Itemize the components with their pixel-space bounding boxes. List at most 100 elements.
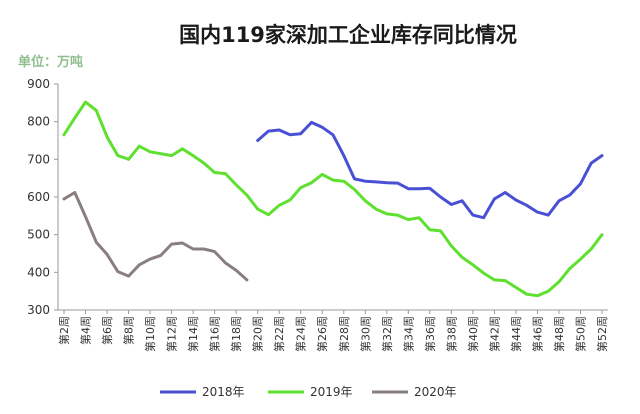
data-point — [331, 178, 335, 182]
unit-label: 单位：万吨 — [18, 54, 83, 70]
data-point — [525, 204, 528, 207]
data-point — [600, 233, 604, 236]
data-point — [385, 212, 388, 216]
data-point — [310, 121, 313, 124]
data-point — [460, 256, 464, 259]
data-point — [84, 215, 87, 218]
x-tick-label: 第40周 — [466, 316, 480, 352]
data-point — [159, 152, 162, 155]
x-tick-label: 第26周 — [315, 316, 329, 352]
data-point — [278, 204, 281, 207]
data-point — [288, 198, 292, 202]
x-tick-label: 第28周 — [337, 316, 351, 352]
y-tick-label: 800 — [27, 115, 50, 129]
data-point — [600, 154, 604, 157]
x-tick-label: 第24周 — [294, 316, 308, 352]
data-point — [590, 247, 593, 251]
data-point — [191, 247, 195, 251]
legend-label-2018年: 2018年 — [202, 385, 245, 399]
data-point — [95, 109, 98, 112]
data-point — [364, 199, 367, 202]
data-point — [245, 278, 249, 282]
data-point — [396, 181, 399, 185]
data-point — [342, 180, 345, 183]
data-point — [170, 242, 173, 246]
data-point — [191, 154, 195, 157]
data-point — [278, 128, 281, 132]
x-tick-label: 第48周 — [552, 316, 566, 352]
data-point — [579, 182, 582, 185]
legend-label-2020年: 2020年 — [414, 385, 457, 399]
x-tick-label: 第16周 — [208, 316, 222, 352]
data-point — [557, 199, 561, 202]
x-tick-label: 第30周 — [358, 316, 372, 352]
data-point — [310, 181, 313, 184]
data-point — [525, 293, 528, 296]
chart-title: 国内119家深加工企业库存同比情况 — [179, 23, 517, 47]
data-point — [364, 180, 367, 183]
data-point — [138, 145, 141, 148]
data-point — [514, 198, 518, 202]
data-point — [62, 133, 66, 136]
x-tick-label: 第50周 — [573, 316, 587, 352]
y-tick-label: 500 — [27, 228, 50, 242]
data-point — [374, 207, 378, 211]
x-axis-ticks: 第2周 第4周 第6周 第8周 第10周 第12周 第14周 第16周 第18周 第20周 第22周… — [57, 310, 609, 352]
data-point — [536, 210, 539, 214]
data-point — [482, 271, 485, 275]
data-point — [417, 216, 421, 219]
data-point — [127, 158, 130, 161]
data-point — [568, 267, 571, 270]
data-point — [267, 213, 270, 216]
data-point — [547, 290, 550, 293]
data-point — [62, 197, 66, 201]
data-point — [331, 133, 335, 136]
data-point — [256, 139, 259, 142]
legend-label-2019年: 2019年 — [310, 385, 353, 399]
axes — [57, 84, 608, 311]
legend: 2018年 2019年 2020年 — [160, 385, 457, 399]
data-point — [321, 126, 324, 129]
data-point — [321, 173, 324, 176]
data-point — [590, 161, 593, 165]
x-tick-label: 第20周 — [251, 316, 265, 352]
data-point — [224, 261, 227, 265]
data-point — [202, 161, 206, 165]
data-point — [450, 244, 453, 248]
data-point — [148, 257, 152, 261]
data-point — [471, 263, 475, 266]
data-point — [170, 154, 173, 157]
data-point — [105, 135, 109, 138]
x-tick-label: 第32周 — [380, 316, 394, 352]
data-point — [159, 254, 162, 257]
x-tick-label: 第12周 — [165, 316, 179, 352]
data-point — [245, 193, 249, 197]
data-point — [439, 195, 442, 199]
data-point — [105, 253, 109, 256]
data-point — [493, 197, 496, 201]
data-point — [73, 191, 77, 194]
data-point — [536, 294, 539, 297]
x-tick-label: 第22周 — [272, 316, 286, 352]
data-point — [73, 116, 77, 120]
data-point — [557, 280, 561, 283]
data-point — [482, 216, 485, 219]
x-tick-label: 第42周 — [487, 316, 501, 352]
data-point — [84, 100, 87, 104]
data-point — [417, 187, 421, 190]
data-point — [428, 187, 431, 190]
x-tick-label: 第36周 — [423, 316, 437, 352]
data-point — [256, 207, 259, 211]
data-point — [450, 203, 453, 206]
y-tick-label: 300 — [27, 303, 50, 317]
y-tick-label: 600 — [27, 190, 50, 204]
data-point — [407, 187, 410, 190]
series-line-2019年 — [62, 100, 604, 298]
data-point — [181, 241, 184, 245]
data-point — [579, 257, 582, 261]
series-line-2020年 — [62, 191, 249, 282]
data-point — [235, 183, 238, 187]
data-point — [439, 229, 442, 233]
data-point — [374, 180, 378, 184]
data-point — [407, 218, 410, 221]
